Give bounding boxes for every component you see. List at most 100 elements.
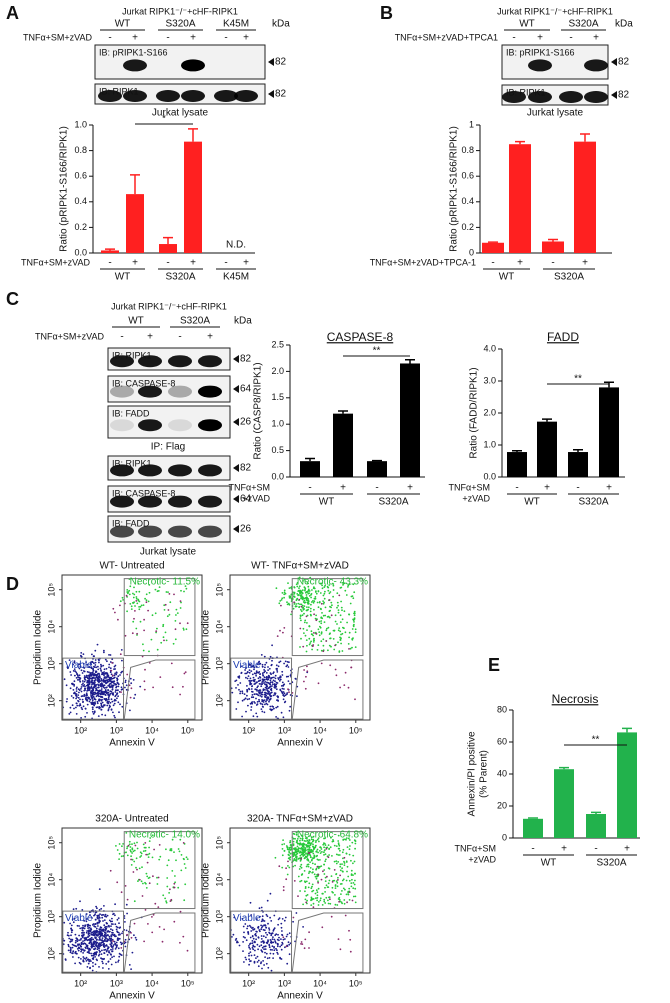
cell-dot: [124, 938, 127, 941]
cell-dot: [159, 855, 162, 858]
y-axis-label: Ratio (pRIPK1-S166/RIPK1): [59, 126, 70, 252]
cell-dot: [100, 688, 103, 690]
cell-dot: [243, 693, 246, 695]
cell-dot: [328, 592, 331, 595]
cell-dot: [107, 708, 110, 710]
cell-dot: [96, 916, 99, 919]
cell-dot: [347, 686, 350, 689]
cell-dot: [305, 855, 308, 858]
cell-dot: [280, 926, 283, 929]
cell-dot: [72, 696, 75, 699]
cell-dot: [145, 887, 148, 889]
cell-dot: [75, 937, 78, 940]
y-tick-label: 0: [502, 832, 507, 842]
cell-dot: [265, 926, 267, 929]
cell-dot: [98, 689, 101, 692]
y-tick-label: 10²: [214, 694, 224, 707]
cell-dot: [74, 670, 77, 673]
cell-dot: [295, 912, 298, 914]
cell-dot: [353, 612, 356, 615]
cell-dot: [264, 948, 267, 950]
cell-dot: [324, 584, 326, 587]
y-tick-label: 0.6: [74, 171, 87, 181]
cell-dot: [183, 863, 186, 865]
cell-dot: [333, 869, 336, 871]
cell-dot: [114, 698, 116, 701]
cell-dot: [148, 882, 151, 885]
bar: [509, 144, 531, 253]
blot-band: [198, 464, 222, 477]
cell-dot: [251, 685, 253, 688]
cell-dot: [109, 953, 112, 956]
cell-dot: [97, 683, 99, 686]
cell-dot: [246, 688, 249, 691]
cell-dot: [264, 670, 267, 672]
cell-dot: [171, 870, 174, 872]
cell-dot: [298, 591, 301, 594]
gate-viable: [62, 910, 125, 973]
condition-label: TNFα+SM: [449, 482, 490, 492]
cell-dot: [174, 638, 177, 641]
cell-dot: [71, 929, 74, 932]
cell-dot: [253, 954, 256, 956]
cell-dot: [69, 706, 72, 709]
cell-dot: [336, 592, 339, 595]
cell-dot: [316, 897, 319, 899]
cell-dot: [281, 681, 284, 684]
cell-dot: [287, 941, 290, 944]
cell-dot: [309, 576, 312, 579]
cell-dot: [336, 606, 338, 609]
cell-dot: [170, 898, 173, 901]
cell-dot: [256, 943, 259, 946]
cell-dot: [304, 634, 307, 637]
cell-dot: [266, 697, 268, 700]
cell-dot: [83, 693, 86, 696]
cell-dot: [263, 693, 266, 696]
cell-dot: [337, 842, 340, 845]
cell-dot: [252, 696, 255, 699]
cell-dot: [353, 860, 356, 863]
cell-dot: [283, 596, 285, 599]
cell-dot: [243, 698, 246, 701]
cell-dot: [151, 834, 154, 837]
cell-dot: [80, 695, 83, 698]
blot-band: [138, 525, 162, 538]
cell-dot: [100, 670, 103, 672]
cell-dot: [269, 939, 272, 941]
cell-dot: [335, 873, 338, 875]
cell-dot: [323, 592, 326, 595]
cell-dot: [171, 686, 174, 689]
cell-dot: [92, 712, 95, 715]
cell-dot: [264, 691, 266, 694]
cell-dot: [242, 950, 244, 952]
cell-dot: [259, 915, 261, 918]
cell-dot: [117, 959, 120, 962]
cell-dot: [277, 933, 279, 936]
group-label: WT: [319, 497, 335, 508]
cell-dot: [271, 949, 273, 951]
cell-dot: [84, 685, 86, 688]
cell-dot: [303, 680, 305, 683]
cell-dot: [70, 924, 73, 927]
cell-dot: [259, 662, 262, 665]
cell-dot: [135, 627, 138, 630]
cell-dot: [125, 832, 128, 834]
cell-dot: [120, 947, 123, 949]
cell-dot: [324, 590, 326, 593]
cell-dot: [93, 655, 95, 658]
cell-dot: [72, 956, 74, 958]
cell-dot: [276, 695, 279, 698]
cell-dot: [121, 845, 123, 848]
cell-dot: [163, 928, 166, 931]
cell-dot: [323, 900, 326, 903]
cell-dot: [341, 890, 343, 892]
cell-dot: [309, 861, 311, 863]
cell-dot: [323, 898, 326, 901]
cell-dot: [139, 620, 142, 623]
error-bar: [622, 727, 632, 733]
cell-dot: [145, 601, 148, 604]
cell-dot: [99, 945, 101, 948]
x-tick-label: 10⁴: [313, 978, 327, 988]
cell-dot: [262, 701, 265, 703]
cell-dot: [270, 934, 273, 937]
